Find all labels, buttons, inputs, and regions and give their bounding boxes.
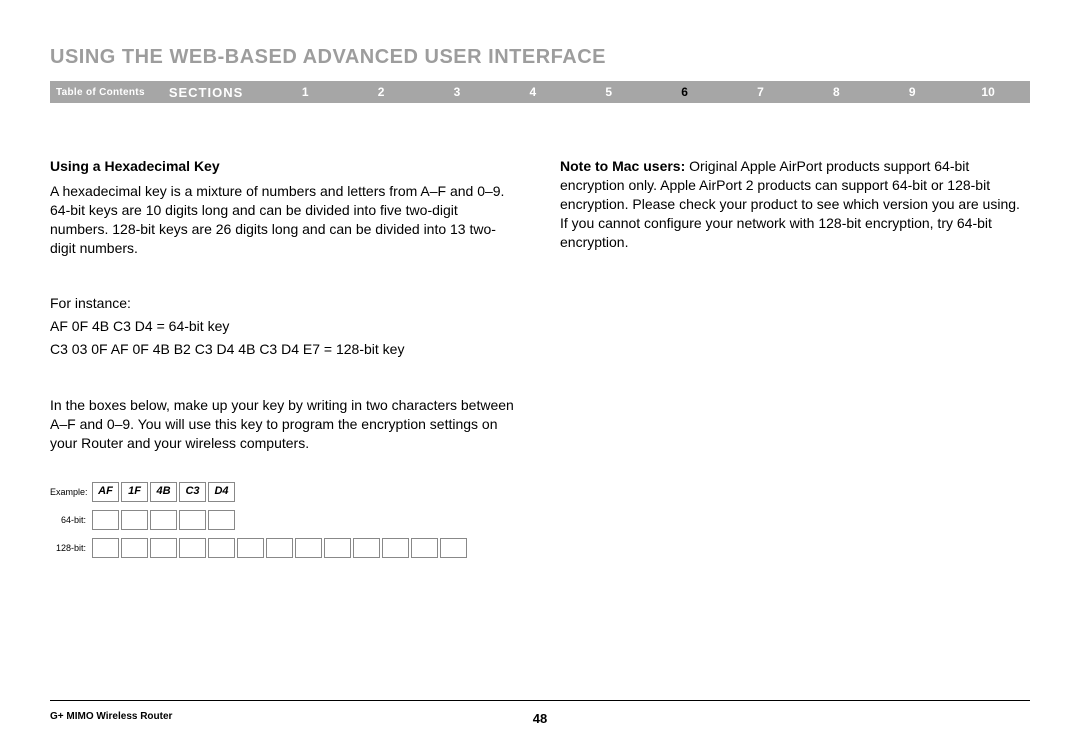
page-title: USING THE WEB-BASED ADVANCED USER INTERF…	[50, 46, 1030, 69]
hex-row-128bit: 128-bit:	[50, 537, 520, 559]
hex-input-cell[interactable]	[92, 538, 119, 558]
footer-spacer	[547, 711, 1030, 726]
nav-sections-label: SECTIONS	[155, 85, 267, 100]
nav-section-9[interactable]: 9	[874, 85, 950, 99]
subheading: Using a Hexadecimal Key	[50, 157, 520, 176]
footer-product: G+ MIMO Wireless Router	[50, 711, 533, 726]
hex-label-example: Example:	[50, 486, 92, 498]
nav-toc-link[interactable]: Table of Contents	[54, 87, 155, 98]
nav-section-1[interactable]: 1	[267, 85, 343, 99]
mac-note: Note to Mac users: Original Apple AirPor…	[560, 157, 1030, 251]
left-column: Using a Hexadecimal Key A hexadecimal ke…	[50, 157, 520, 565]
example-128bit: C3 03 0F AF 0F 4B B2 C3 D4 4B C3 D4 E7 =…	[50, 340, 520, 359]
hex-cell: AF	[92, 482, 119, 502]
example-64bit: AF 0F 4B C3 D4 = 64-bit key	[50, 317, 520, 336]
paragraph-instructions: In the boxes below, make up your key by …	[50, 396, 520, 453]
mac-note-label: Note to Mac users:	[560, 158, 685, 174]
paragraph-intro: A hexadecimal key is a mixture of number…	[50, 182, 520, 258]
paragraph-forinstance: For instance:	[50, 294, 520, 313]
hex-input-cell[interactable]	[208, 510, 235, 530]
hex-row-64bit: 64-bit:	[50, 509, 520, 531]
hex-input-cell[interactable]	[324, 538, 351, 558]
hex-input-cell[interactable]	[411, 538, 438, 558]
hex-cell: C3	[179, 482, 206, 502]
right-column: Note to Mac users: Original Apple AirPor…	[560, 157, 1030, 565]
hex-input-cell[interactable]	[179, 510, 206, 530]
sections-nav: Table of Contents SECTIONS 1 2 3 4 5 6 7…	[50, 81, 1030, 103]
hex-label-128bit: 128-bit:	[50, 542, 92, 554]
hex-input-cell[interactable]	[295, 538, 322, 558]
hex-key-grid: Example: AF 1F 4B C3 D4 64-bit: 128-bit	[50, 481, 520, 559]
page-footer: G+ MIMO Wireless Router 48	[50, 700, 1030, 726]
nav-section-6[interactable]: 6	[647, 85, 723, 99]
hex-cell: 4B	[150, 482, 177, 502]
hex-label-64bit: 64-bit:	[50, 514, 92, 526]
hex-input-cell[interactable]	[150, 538, 177, 558]
hex-input-cell[interactable]	[382, 538, 409, 558]
nav-section-7[interactable]: 7	[723, 85, 799, 99]
hex-input-cell[interactable]	[208, 538, 235, 558]
footer-page-number: 48	[533, 711, 547, 726]
nav-section-10[interactable]: 10	[950, 85, 1026, 99]
nav-section-4[interactable]: 4	[495, 85, 571, 99]
hex-input-cell[interactable]	[179, 538, 206, 558]
hex-input-cell[interactable]	[92, 510, 119, 530]
hex-input-cell[interactable]	[150, 510, 177, 530]
nav-section-2[interactable]: 2	[343, 85, 419, 99]
nav-section-3[interactable]: 3	[419, 85, 495, 99]
nav-section-5[interactable]: 5	[571, 85, 647, 99]
hex-input-cell[interactable]	[121, 510, 148, 530]
hex-input-cell[interactable]	[121, 538, 148, 558]
nav-section-8[interactable]: 8	[798, 85, 874, 99]
hex-input-cell[interactable]	[353, 538, 380, 558]
hex-cell: 1F	[121, 482, 148, 502]
hex-cell: D4	[208, 482, 235, 502]
hex-input-cell[interactable]	[266, 538, 293, 558]
hex-input-cell[interactable]	[440, 538, 467, 558]
hex-input-cell[interactable]	[237, 538, 264, 558]
hex-row-example: Example: AF 1F 4B C3 D4	[50, 481, 520, 503]
